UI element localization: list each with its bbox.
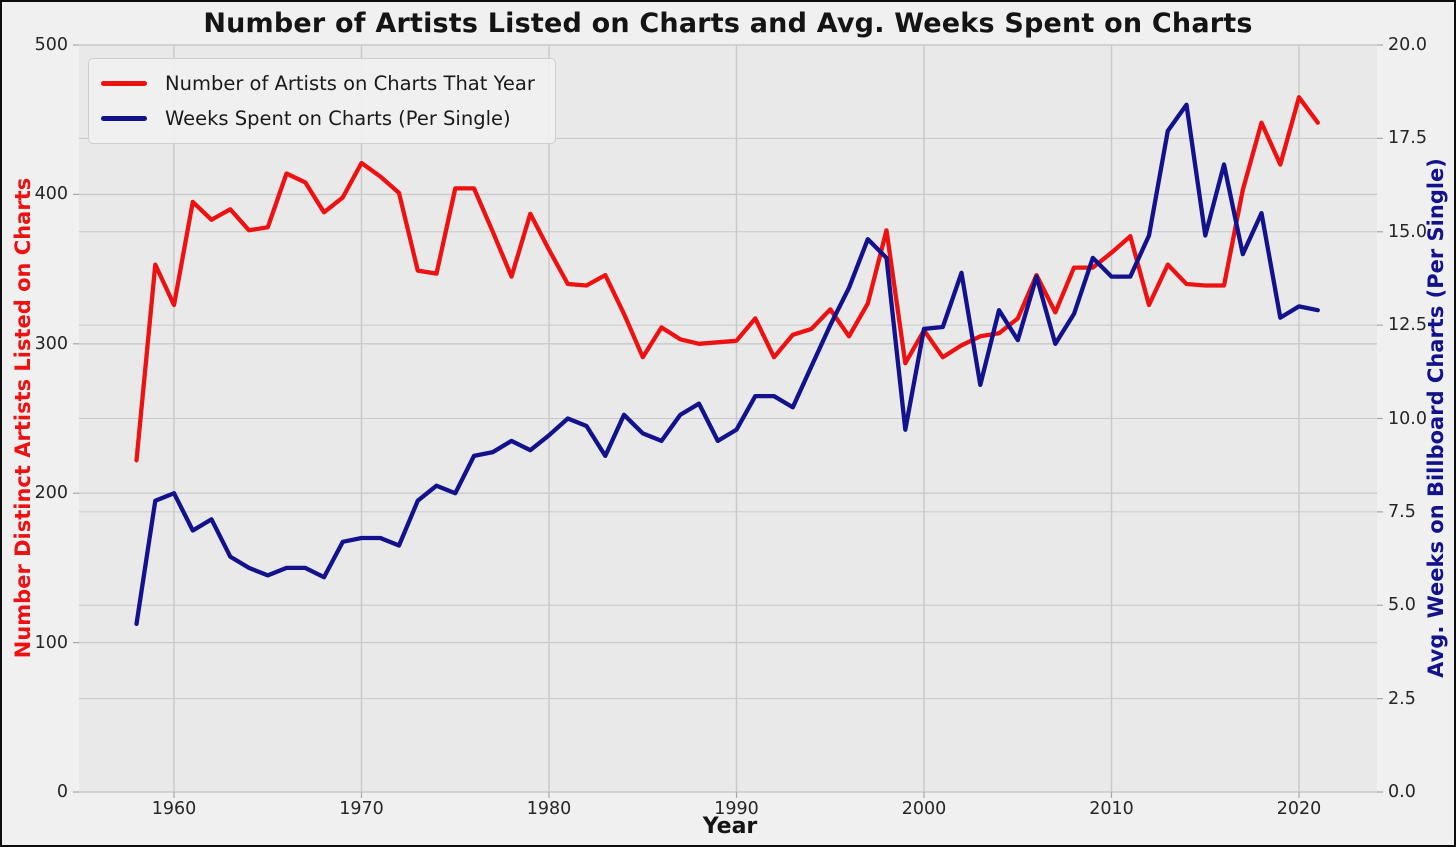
legend-entry-weeks: Weeks Spent on Charts (Per Single) [101,107,535,130]
right-tick-label: 10.0 [1388,408,1427,429]
left-tick-label: 100 [34,632,68,653]
x-tick-label: 1990 [714,799,759,819]
left-tick-label: 0 [56,782,68,802]
x-tick-label: 2000 [901,799,947,819]
right-tick-label: 20.0 [1388,35,1427,55]
left-tick-label: 400 [34,184,68,205]
legend-line-weeks-icon [101,116,147,121]
right-tick-label: 17.5 [1388,128,1427,149]
right-tick-label: 2.5 [1388,688,1416,709]
line-artists [134,95,1320,463]
right-tick-label: 7.5 [1388,501,1416,522]
legend-label-weeks: Weeks Spent on Charts (Per Single) [165,107,511,130]
x-tick-label: 1970 [339,799,384,819]
x-tick-label: 1960 [151,799,197,819]
legend-line-artists-icon [101,81,147,86]
x-axis-label: Year [702,814,758,839]
left-tick-label: 200 [34,483,68,504]
right-axis-label: Avg. Weeks on Billboard Charts (Per Sing… [1424,158,1448,678]
legend: Number of Artists on Charts That Year We… [88,58,556,144]
right-tick-label: 5.0 [1388,595,1416,616]
x-tick-label: 2020 [1276,799,1322,819]
right-tick-label: 12.5 [1388,315,1427,336]
left-axis-label: Number Distinct Artists Listed on Charts [11,177,35,659]
chart-title: Number of Artists Listed on Charts and A… [203,8,1253,39]
x-tick-label: 1980 [526,799,572,819]
left-tick-label: 500 [34,35,68,55]
right-tick-label: 0.0 [1388,782,1416,802]
line-weeks [134,102,1320,627]
x-tick-label: 2010 [1089,799,1134,819]
legend-label-artists: Number of Artists on Charts That Year [165,72,535,95]
right-tick-label: 15.0 [1388,221,1427,242]
left-tick-label: 300 [34,333,68,354]
legend-entry-artists: Number of Artists on Charts That Year [101,72,535,95]
